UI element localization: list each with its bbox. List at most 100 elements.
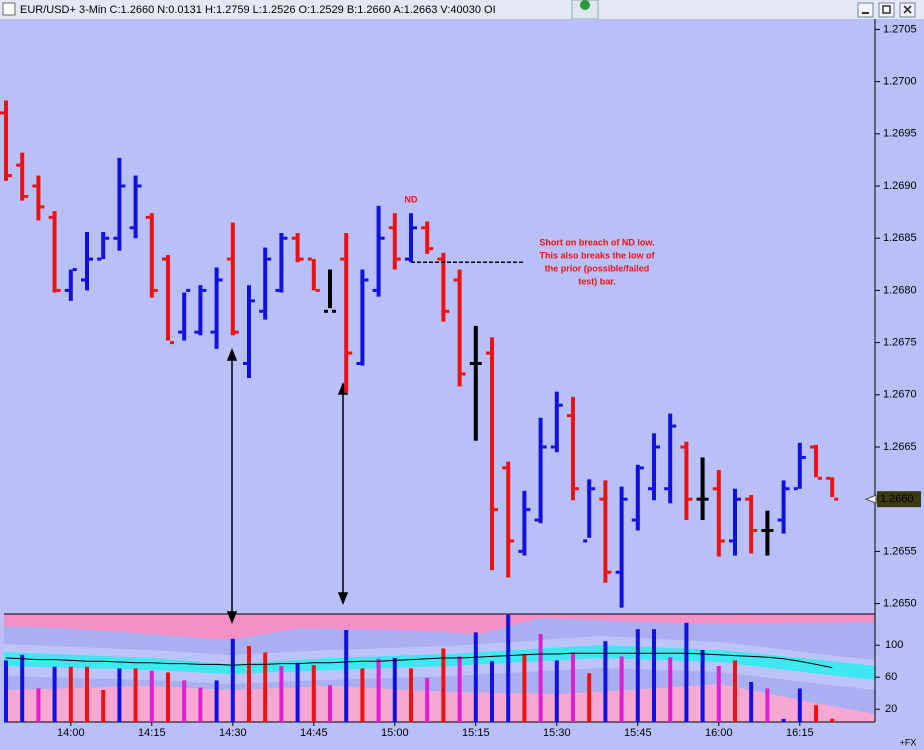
ohlc-range [360, 269, 365, 366]
ohlc-open [291, 236, 296, 240]
ohlc-range [409, 213, 413, 263]
x-tick-label: 14:45 [300, 727, 328, 739]
ohlc-open [421, 226, 426, 230]
title-bar [0, 0, 924, 19]
ohlc-open [550, 445, 555, 449]
mid-band [4, 645, 875, 680]
ohlc-close [818, 476, 822, 480]
volume-bar [344, 630, 349, 722]
ohlc-open [307, 257, 312, 261]
ohlc-open [567, 414, 571, 418]
ohlc-range [182, 292, 187, 341]
ohlc-range [198, 285, 203, 336]
ohlc-range [392, 213, 397, 270]
ohlc-range [4, 100, 8, 181]
maximize-button[interactable] [878, 2, 895, 18]
nd-label: ND [405, 195, 418, 205]
y-tick-label: 1.2675 [883, 337, 917, 349]
maximize-glyph [882, 5, 891, 14]
y-tick-label: 1.2680 [883, 284, 917, 296]
ohlc-range [830, 477, 835, 498]
y-tick-label: 20 [885, 703, 897, 715]
ohlc-open [145, 215, 150, 219]
ohlc-range [554, 391, 559, 453]
x-tick-label: 15:45 [624, 727, 652, 739]
ohlc-open [194, 330, 199, 334]
volume-bar [182, 680, 187, 722]
ohlc-close [607, 570, 612, 574]
ohlc-open [712, 487, 717, 491]
ohlc-close [688, 497, 693, 501]
ohlc-open [599, 497, 604, 501]
y-tick-label: 1.2700 [883, 76, 917, 88]
ohlc-close [737, 497, 741, 501]
ohlc-range [797, 442, 802, 489]
volume-bar [473, 632, 478, 722]
ohlc-close [315, 288, 320, 292]
ohlc-close [332, 309, 336, 313]
ohlc-open [356, 361, 361, 365]
volume-bar [4, 660, 8, 722]
ohlc-close [704, 497, 709, 501]
ohlc-range [133, 175, 138, 239]
ohlc-range [68, 269, 73, 301]
ohlc-open [64, 288, 69, 292]
ohlc-range [52, 211, 57, 293]
volume-bar [554, 660, 559, 722]
ohlc-open [729, 539, 733, 543]
volume-bar [635, 629, 640, 722]
volume-bar [52, 666, 57, 722]
y-tick-label: 1.2695 [883, 128, 917, 140]
volume-bar [311, 665, 316, 722]
ohlc-range [684, 441, 689, 521]
ohlc-close [186, 288, 191, 292]
ohlc-close [153, 288, 158, 292]
volume-bar [425, 678, 430, 722]
y-tick-label: 1.2690 [883, 180, 917, 192]
ohlc-close [591, 487, 596, 491]
volume-bar [441, 648, 446, 722]
ohlc-close [769, 528, 774, 532]
ohlc-close [720, 539, 725, 543]
volume-bar [117, 668, 122, 722]
ohlc-open [664, 487, 669, 491]
ohlc-open [16, 163, 21, 167]
y-tick-label: 1.2665 [883, 441, 917, 453]
minimize-button[interactable] [857, 2, 874, 18]
volume-bar [814, 705, 818, 722]
volume-bar [587, 673, 592, 722]
volume-bar [149, 670, 154, 722]
ohlc-open [745, 497, 750, 501]
ohlc-open [324, 309, 328, 313]
ohlc-open [372, 288, 377, 292]
ohlc-close [639, 466, 644, 470]
x-tick-label: 15:30 [543, 727, 571, 739]
ohlc-open [32, 184, 37, 188]
y-tick-label: 1.2670 [883, 389, 917, 401]
last-price-pointer [864, 494, 877, 504]
moving-average [5, 652, 833, 669]
volume-bar [36, 688, 41, 722]
ohlc-open [340, 257, 345, 261]
ohlc-range [522, 490, 527, 556]
annotation: test) bar. [578, 276, 616, 286]
ohlc-open [97, 257, 102, 261]
ohlc-range [214, 267, 219, 349]
volume-bar [538, 634, 543, 722]
volume-bar [247, 646, 251, 722]
last-price-label: 1.2660 [880, 493, 914, 505]
volume-bar [392, 658, 397, 722]
annotation: This also breaks the low of [539, 250, 655, 260]
annotation: the prior (possible/failed [545, 263, 650, 273]
ohlc-open [388, 226, 393, 230]
ohlc-close [801, 455, 806, 459]
ohlc-open [486, 351, 490, 355]
volume-bar [214, 680, 219, 722]
ohlc-range [587, 479, 592, 538]
ohlc-open [48, 215, 53, 219]
volume-bar [360, 668, 365, 722]
volume-bar [490, 661, 494, 722]
ohlc-close [494, 508, 498, 512]
ohlc-range [781, 480, 786, 534]
